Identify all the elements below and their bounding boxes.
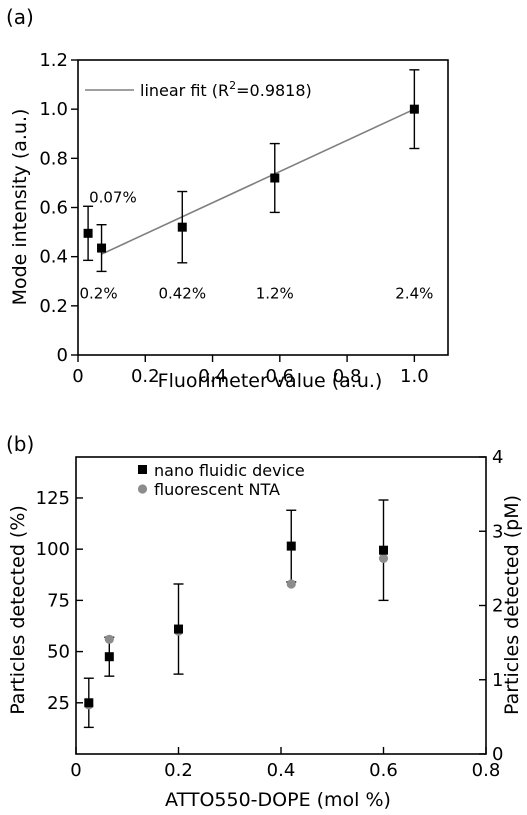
panel-a-frame [77, 59, 449, 356]
panel-a-y-tick-label: 0.2 [39, 296, 68, 317]
panel-b-label: (b) [6, 432, 34, 456]
panel-b-y-tick-label: 100 [36, 539, 70, 560]
panel-a-point-label: 0.2% [79, 284, 117, 302]
panel-b-legend-marker-nta [137, 484, 148, 494]
panel-b-y-tick-label: 50 [47, 642, 70, 663]
panel-b-x-tick-label: 0.4 [267, 760, 296, 781]
panel-a-data-point [409, 104, 419, 114]
panel-a-y-tick-label: 1.2 [39, 50, 68, 71]
panel-a-data-point [83, 228, 93, 238]
panel-a-y-tick-label: 0.4 [39, 247, 68, 268]
panel-a-data-point [177, 222, 187, 232]
panel-b-nta-point [104, 634, 114, 644]
panel-a-x-tick-label: 0.2 [131, 366, 160, 387]
panel-b-y-tick-label: 25 [47, 693, 70, 714]
panel-a-y-tick-label: 1.0 [39, 99, 68, 120]
panel-b-right-y-tick-label: 0 [492, 744, 503, 765]
panel-a-point-label: 1.2% [256, 284, 294, 302]
panel-b-x-tick-label: 0 [70, 760, 81, 781]
panel-b-nano-point [286, 541, 296, 551]
panel-b-right-y-tick-label: 3 [492, 521, 503, 542]
panel-b-right-y-tick-label: 4 [492, 447, 503, 468]
panel-a-y-tick-label: 0.8 [39, 148, 68, 169]
panel-a-label: (a) [6, 5, 34, 29]
panel-a-x-tick-label: 0.6 [265, 366, 294, 387]
panel-a-y-axis-title: Mode intensity (a.u.) [9, 109, 31, 306]
panel-b-right-y-axis-title: Particles detected (pM) [501, 495, 523, 715]
panel-a-legend-prefix: linear fit (R [140, 81, 229, 100]
panel-a-y-tick-label: 0.6 [39, 198, 68, 219]
panel-a-point-label: 0.42% [158, 284, 206, 302]
panel-b-y-tick-label: 125 [36, 488, 70, 509]
panel-a-x-tick-label: 0.4 [198, 366, 227, 387]
panel-a-point-label: 0.07% [89, 189, 137, 207]
panel-a-x-tick-label: 0.8 [333, 366, 362, 387]
panel-b-legend-marker-nano [138, 465, 147, 474]
panel-b-nano-point [104, 652, 114, 662]
panel-b-y-tick-label: 75 [47, 590, 70, 611]
panel-b-x-tick-label: 0.6 [369, 760, 398, 781]
panel-b-x-tick-label: 0.2 [164, 760, 193, 781]
panel-b-right-y-tick-label: 2 [492, 596, 503, 617]
panel-b-nano-point [379, 545, 388, 555]
panel-b-nano-point [174, 624, 183, 634]
panel-b-legend-nta: fluorescent NTA [154, 480, 280, 499]
panel-b-nano-point [84, 698, 94, 708]
panel-a-data-point [270, 173, 280, 183]
panel-b-nta-point [378, 553, 389, 563]
panel-b-x-axis-title: ATTO550-DOPE (mol %) [165, 789, 391, 811]
panel-a-x-tick-label: 1.0 [400, 366, 429, 387]
panel-a-legend-suffix: =0.9818) [236, 81, 312, 100]
panel-b-right-y-tick-label: 1 [492, 670, 503, 691]
panel-a-x-tick-label: 0 [72, 366, 83, 387]
panel-a-y-tick-label: 0 [57, 345, 68, 366]
panel-a-point-label: 2.4% [395, 284, 433, 302]
panel-a-legend-text: linear fit (R2=0.9818) [140, 79, 312, 100]
panel-a-fit-line [101, 108, 415, 255]
panel-b-y-axis-title: Particles detected (%) [7, 505, 29, 715]
panel-a-x-axis-title: Fluorimeter value (a.u.) [158, 370, 383, 392]
panel-b-x-tick-label: 0.8 [472, 760, 501, 781]
panel-b-frame [75, 456, 487, 755]
panel-a-legend-sup: 2 [229, 79, 236, 92]
panel-b-nta-point [286, 579, 296, 589]
panel-b-legend-nano: nano fluidic device [154, 461, 305, 480]
panel-a-data-point [97, 243, 107, 253]
